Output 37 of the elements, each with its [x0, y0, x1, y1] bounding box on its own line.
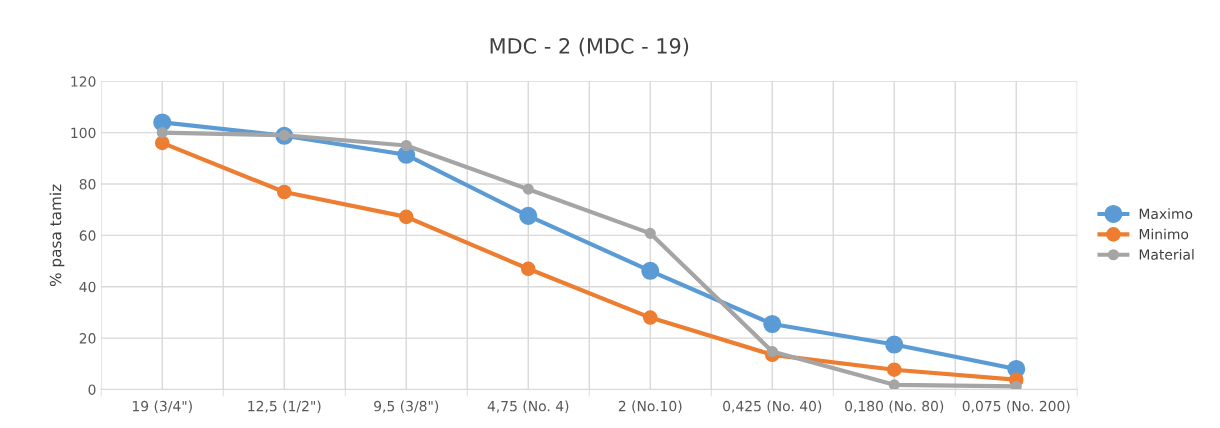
x-tick-label: 9,5 (3/8") [374, 400, 439, 413]
y-tick-label: 40 [79, 281, 96, 293]
point [886, 362, 902, 377]
x-tick-label: 2 (No.10) [618, 400, 682, 413]
point [766, 345, 778, 358]
x-tick-label: 0,180 (No. 80) [845, 400, 944, 413]
point [642, 310, 658, 325]
point [520, 261, 536, 277]
point [154, 135, 170, 151]
point [644, 227, 656, 239]
x-tick-label: 19 (3/4") [132, 400, 192, 413]
y-tick-label: 120 [71, 76, 96, 87]
point [888, 379, 900, 390]
y-tick-label: 60 [79, 230, 96, 241]
point [276, 184, 292, 200]
point [519, 206, 538, 225]
legend-label: Minimo [1139, 228, 1189, 240]
point [522, 183, 534, 195]
legend-label: Material [1139, 249, 1194, 260]
chart-title: MDC - 2 (MDC - 19) [490, 37, 689, 57]
point [1010, 380, 1022, 390]
point [763, 314, 782, 334]
point [400, 139, 412, 152]
x-tick-label: 4,75 (No. 4) [487, 400, 569, 413]
y-tick-label: 0 [88, 384, 96, 395]
point [156, 127, 168, 139]
y-tick-label: 100 [71, 127, 96, 139]
x-tick-label: 0,075 (No. 200) [962, 400, 1070, 413]
y-tick-label: 80 [79, 179, 96, 190]
point [398, 209, 414, 225]
point [641, 261, 660, 280]
y-axis-title: % pasa tamiz [49, 184, 65, 287]
y-tick-label: 20 [79, 333, 96, 344]
point [885, 335, 904, 354]
x-tick-label: 0,425 (No. 40) [723, 400, 822, 413]
x-tick-label: 12,5 (1/2") [248, 400, 321, 413]
legend-label: Maximo [1139, 208, 1193, 220]
